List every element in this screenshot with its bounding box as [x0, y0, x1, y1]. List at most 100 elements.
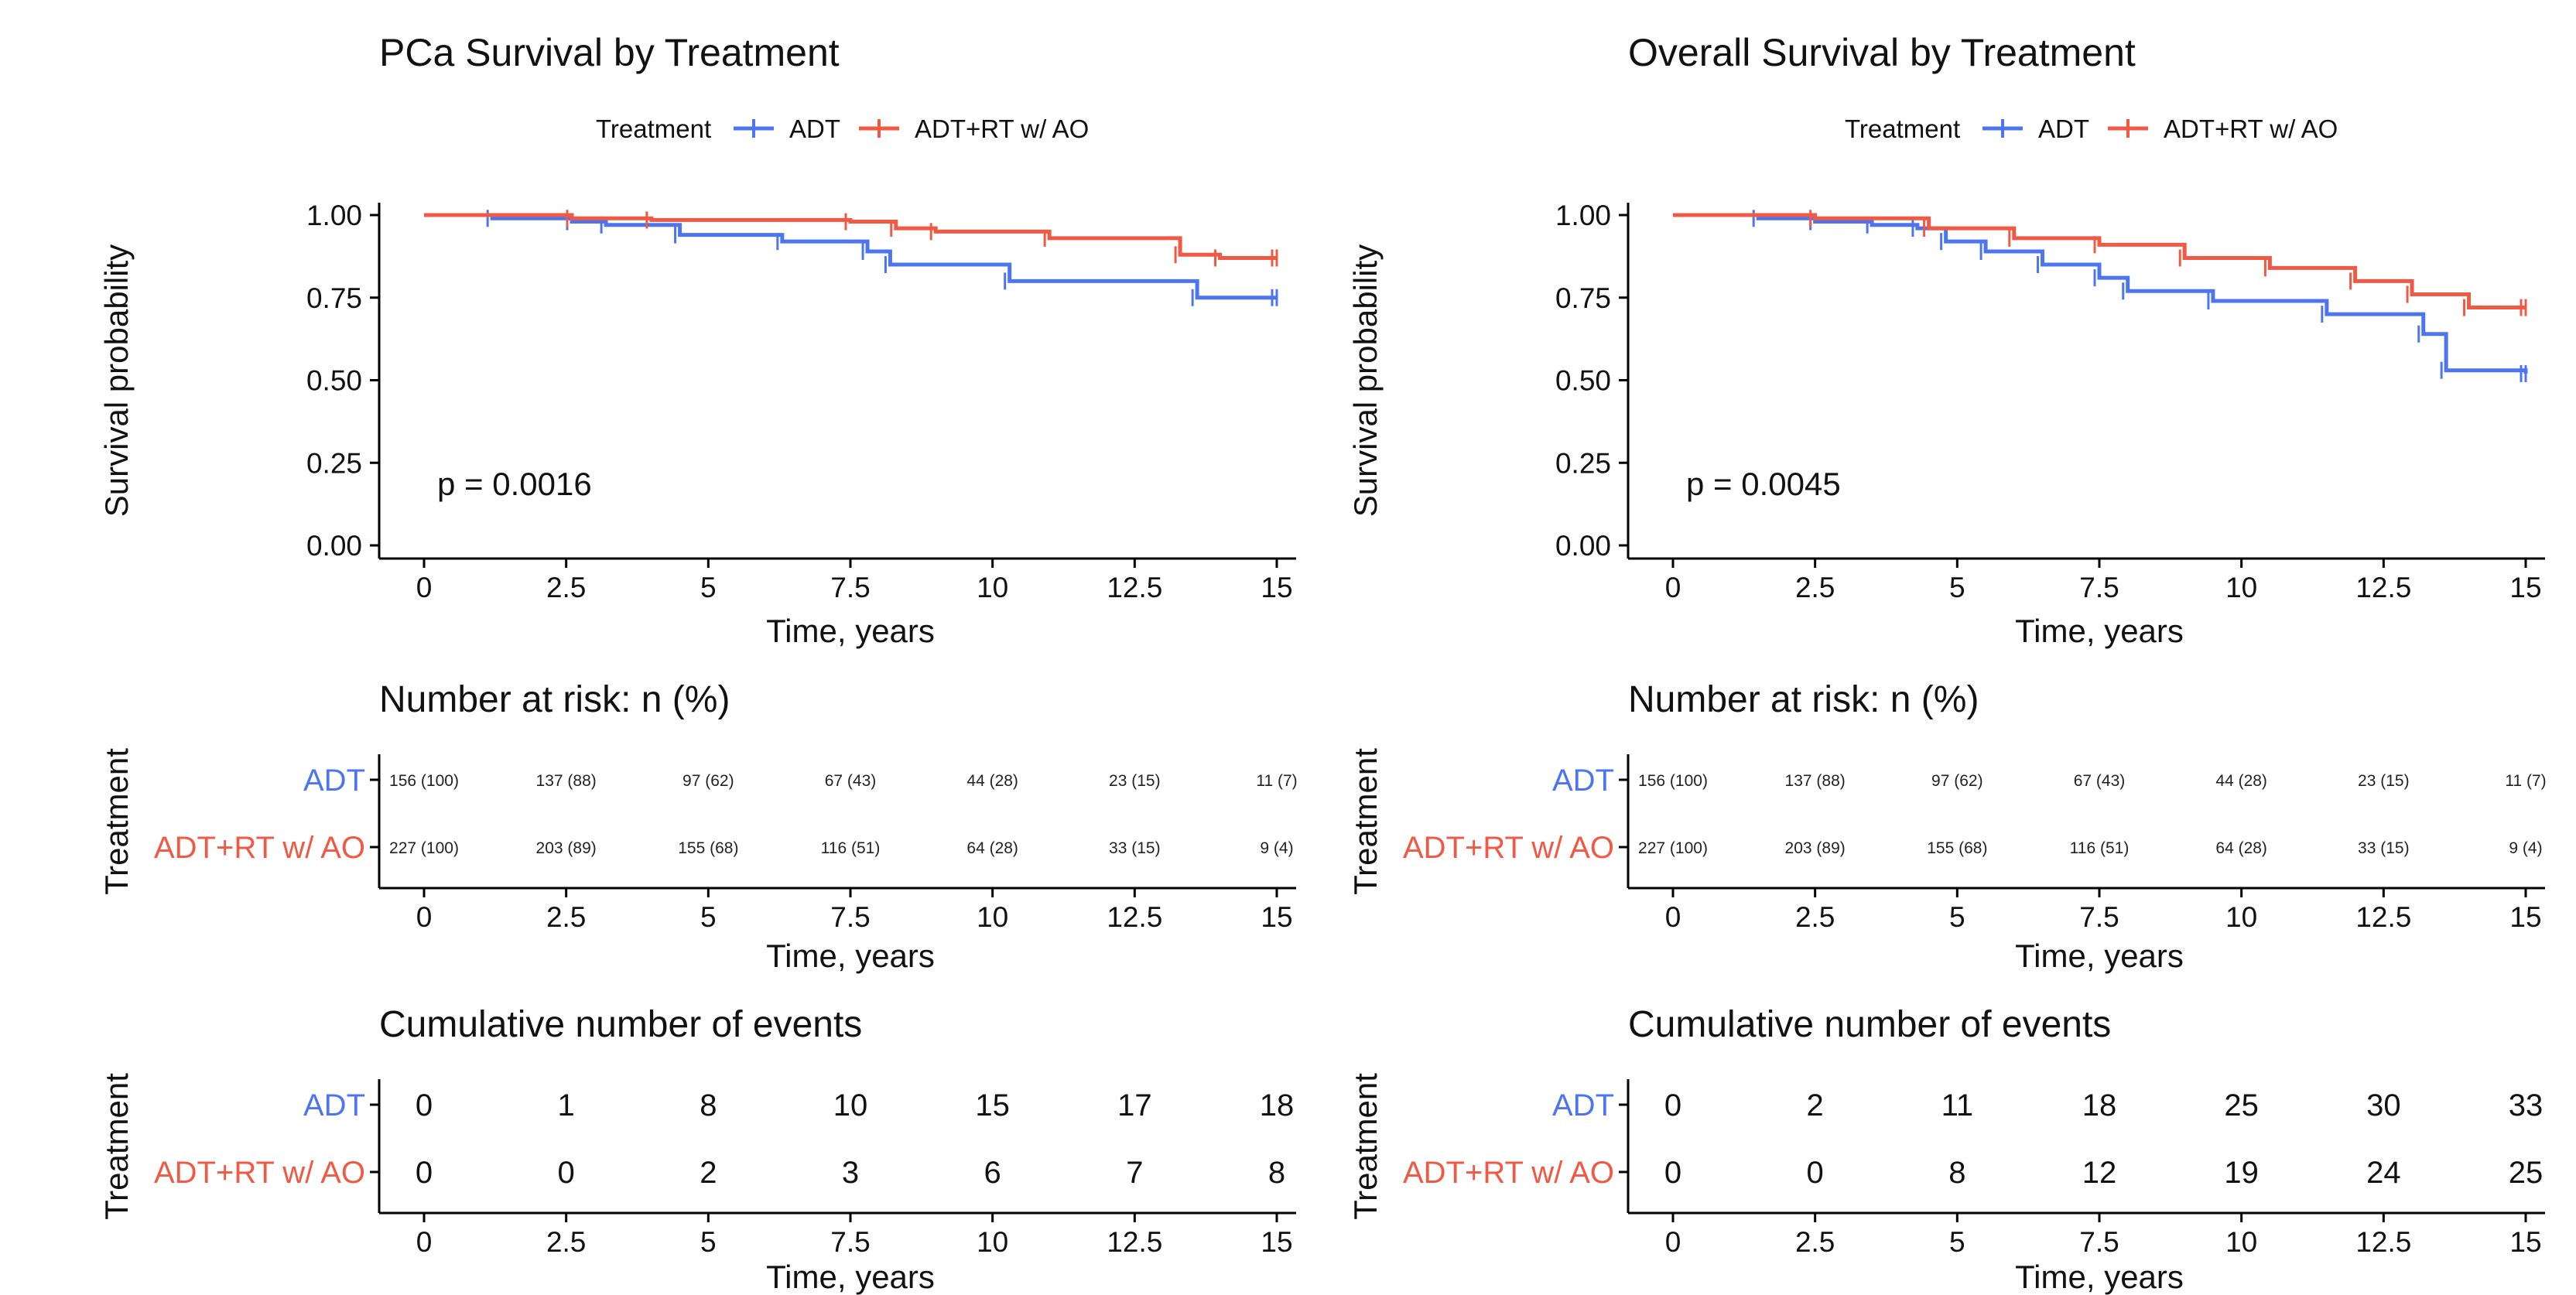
events-table: Cumulative number of events Treatment ADT 0… — [98, 1004, 1296, 1295]
risk-cell: 33 (15) — [2358, 839, 2410, 857]
x-tick-label: 5 — [1949, 901, 1965, 933]
y-tick-label: 0.50 — [306, 365, 362, 397]
y-axis-label: Survival probability — [98, 244, 135, 518]
legend-item: ADT+RT w/ AO — [859, 114, 1089, 143]
x-tick-label: 12.5 — [1107, 572, 1162, 603]
x-tick-label: 2.5 — [1795, 901, 1835, 933]
events-cell: 0 — [416, 1088, 433, 1122]
events-table: Cumulative number of events Treatment ADT 0… — [1347, 1004, 2545, 1295]
x-tick-label: 10 — [977, 901, 1008, 933]
x-tick-label: 2.5 — [546, 1226, 586, 1258]
events-cell: 25 — [2509, 1156, 2544, 1190]
events-cell: 3 — [842, 1156, 859, 1190]
x-tick-label: 15 — [1261, 1226, 1292, 1258]
events-cell: 30 — [2366, 1088, 2401, 1122]
x-tick-label: 15 — [2509, 901, 2541, 933]
x-tick-label: 15 — [2509, 1226, 2541, 1258]
events-cell: 33 — [2509, 1088, 2544, 1122]
risk-cell: 156 (100) — [1638, 772, 1708, 790]
legend-item: ADT — [1982, 114, 2089, 143]
survival-plot: 0.00 0.25 0.50 0.75 1.00 Survival probability… — [1347, 200, 2545, 649]
x-tick-label: 2.5 — [546, 901, 586, 933]
events-cell: 0 — [416, 1156, 433, 1190]
chart-title: PCa Survival by Treatment — [379, 31, 840, 74]
x-tick-label: 7.5 — [2079, 572, 2119, 603]
panel-pca-survival: PCa Survival by Treatment Treatment ADT ADT… — [98, 31, 1298, 1295]
events-cell: 0 — [1807, 1156, 1824, 1190]
events-cell: 7 — [1126, 1156, 1143, 1190]
y-tick-label: 0.00 — [1555, 530, 1611, 562]
x-tick-label: 12.5 — [2355, 1226, 2411, 1258]
risk-cell: 64 (28) — [2215, 839, 2267, 857]
risk-cell: 116 (51) — [2070, 839, 2130, 857]
events-cell: 0 — [1664, 1088, 1681, 1122]
legend-item: ADT+RT w/ AO — [2108, 114, 2338, 143]
risk-treatment-label: Treatment — [1347, 748, 1384, 895]
events-row-label: ADT — [303, 1088, 365, 1122]
y-tick-label: 0.25 — [306, 447, 362, 479]
risk-cell: 9 (4) — [2509, 839, 2542, 857]
legend-item: ADT — [734, 114, 840, 143]
p-value: p = 0.0016 — [437, 466, 592, 502]
risk-cell: 227 (100) — [1638, 839, 1708, 857]
x-tick-label: 12.5 — [1107, 1226, 1162, 1258]
events-cell: 6 — [984, 1156, 1001, 1190]
x-tick-label: 5 — [1949, 572, 1965, 603]
risk-cell: 23 (15) — [2358, 772, 2410, 790]
legend-title: Treatment — [596, 114, 711, 143]
risk-row-label: ADT+RT w/ AO — [1403, 831, 1614, 865]
risk-cell: 156 (100) — [389, 772, 459, 790]
x-tick-label: 10 — [977, 572, 1008, 603]
x-tick-label: 2.5 — [1795, 1226, 1835, 1258]
risk-row-label: ADT — [1552, 764, 1614, 798]
x-tick-label: 15 — [1261, 901, 1292, 933]
x-axis-label: Time, years — [2015, 938, 2184, 974]
risk-cell: 33 (15) — [1109, 839, 1161, 857]
x-tick-label: 7.5 — [830, 1226, 870, 1258]
risk-table: Number at risk: n (%) Treatment ADT 156 (10… — [98, 679, 1298, 974]
x-axis-label: Time, years — [766, 1259, 935, 1295]
risk-row-label: ADT — [303, 764, 365, 798]
y-tick-label: 1.00 — [306, 200, 362, 231]
km-curve-adt-rt — [1673, 213, 2526, 310]
km-curve-adt-rt — [424, 213, 1277, 261]
events-cell: 18 — [2082, 1088, 2117, 1122]
risk-row-label: ADT+RT w/ AO — [154, 831, 365, 865]
x-tick-label: 5 — [700, 572, 717, 603]
x-tick-label: 0 — [1665, 1226, 1681, 1258]
risk-cell: 9 (4) — [1260, 839, 1293, 857]
x-tick-label: 7.5 — [830, 572, 870, 603]
x-tick-label: 0 — [1665, 572, 1681, 603]
x-tick-label: 12.5 — [2355, 572, 2411, 603]
y-tick-label: 0.00 — [306, 530, 362, 562]
events-cell: 0 — [558, 1156, 575, 1190]
x-tick-label: 0 — [416, 572, 433, 603]
risk-cell: 11 (7) — [2505, 772, 2546, 790]
risk-table: Number at risk: n (%) Treatment ADT 156 (10… — [1347, 679, 2547, 974]
x-tick-label: 5 — [700, 1226, 717, 1258]
x-tick-label: 2.5 — [546, 572, 586, 603]
events-cell: 2 — [700, 1156, 717, 1190]
risk-cell: 97 (62) — [682, 772, 734, 790]
risk-cell: 64 (28) — [966, 839, 1018, 857]
x-tick-label: 2.5 — [1795, 572, 1835, 603]
x-axis-label: Time, years — [2015, 613, 2184, 649]
x-tick-label: 10 — [2225, 1226, 2257, 1258]
x-tick-label: 0 — [416, 1226, 433, 1258]
legend: Treatment ADT ADT+RT w/ AO — [1845, 114, 2338, 143]
legend: Treatment ADT ADT+RT w/ AO — [596, 114, 1089, 143]
events-treatment-label: Treatment — [1347, 1073, 1384, 1220]
x-tick-label: 10 — [977, 1226, 1008, 1258]
risk-cell: 67 (43) — [825, 772, 877, 790]
risk-table-title: Number at risk: n (%) — [379, 679, 730, 720]
risk-cell: 11 (7) — [1256, 772, 1297, 790]
events-cell: 17 — [1117, 1088, 1152, 1122]
y-tick-label: 1.00 — [1555, 200, 1611, 231]
risk-cell: 155 (68) — [678, 839, 738, 857]
x-tick-label: 5 — [700, 901, 717, 933]
risk-cell: 44 (28) — [2215, 772, 2267, 790]
legend-title: Treatment — [1845, 114, 1960, 143]
y-tick-label: 0.50 — [1555, 365, 1611, 397]
risk-cell: 67 (43) — [2074, 772, 2126, 790]
y-tick-label: 0.75 — [1555, 282, 1611, 314]
